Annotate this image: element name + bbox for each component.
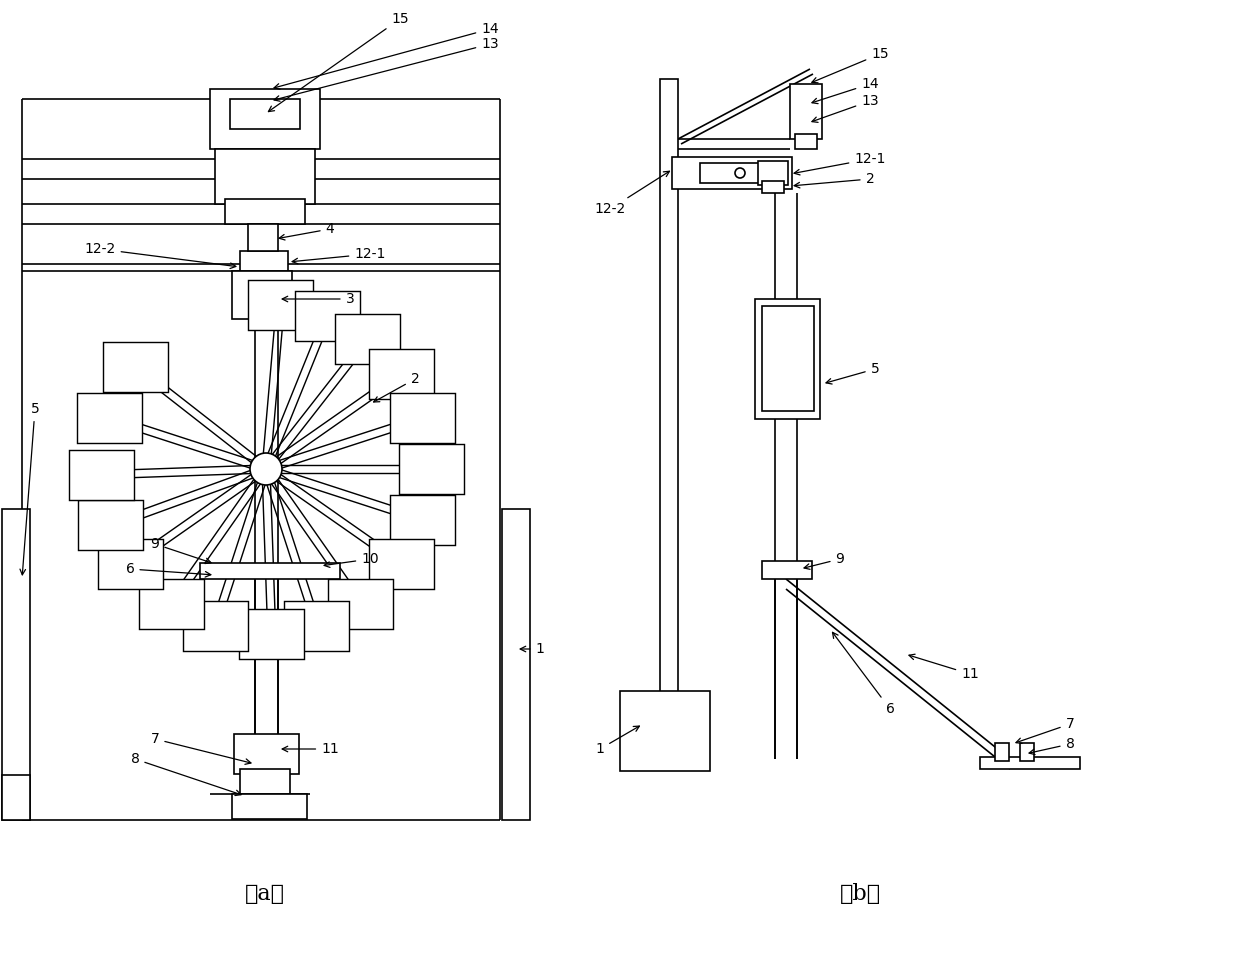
- Circle shape: [735, 168, 745, 178]
- Bar: [241, 769, 290, 794]
- Text: 10: 10: [324, 552, 378, 568]
- Bar: [620, 691, 711, 771]
- Bar: [200, 563, 340, 579]
- Text: 5: 5: [20, 402, 40, 574]
- Text: 9: 9: [804, 552, 844, 570]
- Bar: [77, 393, 141, 443]
- Text: 8: 8: [1029, 737, 1074, 755]
- Text: 15: 15: [268, 12, 409, 111]
- Text: 12-1: 12-1: [794, 152, 885, 175]
- Bar: [391, 393, 455, 443]
- Text: 11: 11: [283, 742, 339, 756]
- Text: 9: 9: [150, 537, 211, 564]
- Bar: [2, 775, 30, 820]
- Bar: [790, 84, 822, 139]
- Bar: [763, 181, 784, 193]
- Bar: [2, 509, 30, 820]
- Text: 2: 2: [373, 372, 419, 402]
- Bar: [980, 757, 1080, 769]
- Bar: [391, 495, 455, 545]
- Bar: [795, 134, 817, 149]
- Text: （a）: （a）: [246, 883, 285, 905]
- Bar: [248, 224, 278, 251]
- Text: 6: 6: [832, 632, 894, 716]
- Bar: [295, 291, 361, 341]
- Text: 7: 7: [1016, 717, 1074, 743]
- Text: 1: 1: [520, 642, 544, 656]
- Text: 7: 7: [150, 732, 250, 764]
- Bar: [229, 99, 300, 129]
- Text: 6: 6: [125, 562, 211, 577]
- Text: 11: 11: [909, 654, 978, 681]
- Bar: [232, 794, 308, 819]
- Bar: [329, 579, 393, 629]
- Bar: [232, 271, 291, 319]
- Bar: [502, 509, 529, 820]
- Text: 12-1: 12-1: [293, 247, 386, 264]
- Text: 4: 4: [279, 222, 335, 240]
- Bar: [755, 299, 820, 419]
- Bar: [239, 609, 304, 659]
- Bar: [224, 199, 305, 224]
- Bar: [763, 561, 812, 579]
- Text: 5: 5: [826, 362, 879, 384]
- Text: 3: 3: [283, 292, 355, 306]
- Bar: [660, 79, 678, 759]
- Bar: [368, 539, 434, 589]
- Bar: [78, 501, 144, 550]
- Text: 14: 14: [812, 77, 879, 104]
- Text: 15: 15: [812, 47, 889, 82]
- Bar: [994, 743, 1009, 761]
- Bar: [68, 450, 134, 500]
- Bar: [335, 314, 401, 364]
- Text: 13: 13: [274, 37, 498, 102]
- Bar: [98, 539, 164, 589]
- Bar: [758, 161, 787, 185]
- Circle shape: [250, 453, 281, 485]
- Bar: [215, 149, 315, 204]
- Bar: [763, 306, 813, 411]
- Text: 2: 2: [794, 172, 874, 188]
- Bar: [241, 251, 288, 271]
- Bar: [368, 349, 434, 399]
- Bar: [103, 342, 169, 392]
- Text: 13: 13: [812, 94, 879, 123]
- Text: 14: 14: [274, 22, 498, 89]
- Bar: [672, 157, 792, 189]
- Text: （b）: （b）: [839, 883, 880, 905]
- Bar: [139, 579, 203, 629]
- Bar: [210, 89, 320, 149]
- Text: 1: 1: [595, 726, 640, 756]
- Bar: [234, 734, 299, 774]
- Bar: [398, 444, 464, 494]
- Bar: [182, 601, 248, 651]
- Bar: [1021, 743, 1034, 761]
- Text: 12-2: 12-2: [84, 242, 236, 269]
- Bar: [248, 280, 312, 330]
- Bar: [284, 601, 350, 651]
- Bar: [701, 163, 785, 183]
- Text: 8: 8: [130, 752, 241, 796]
- Text: 12-2: 12-2: [594, 172, 670, 216]
